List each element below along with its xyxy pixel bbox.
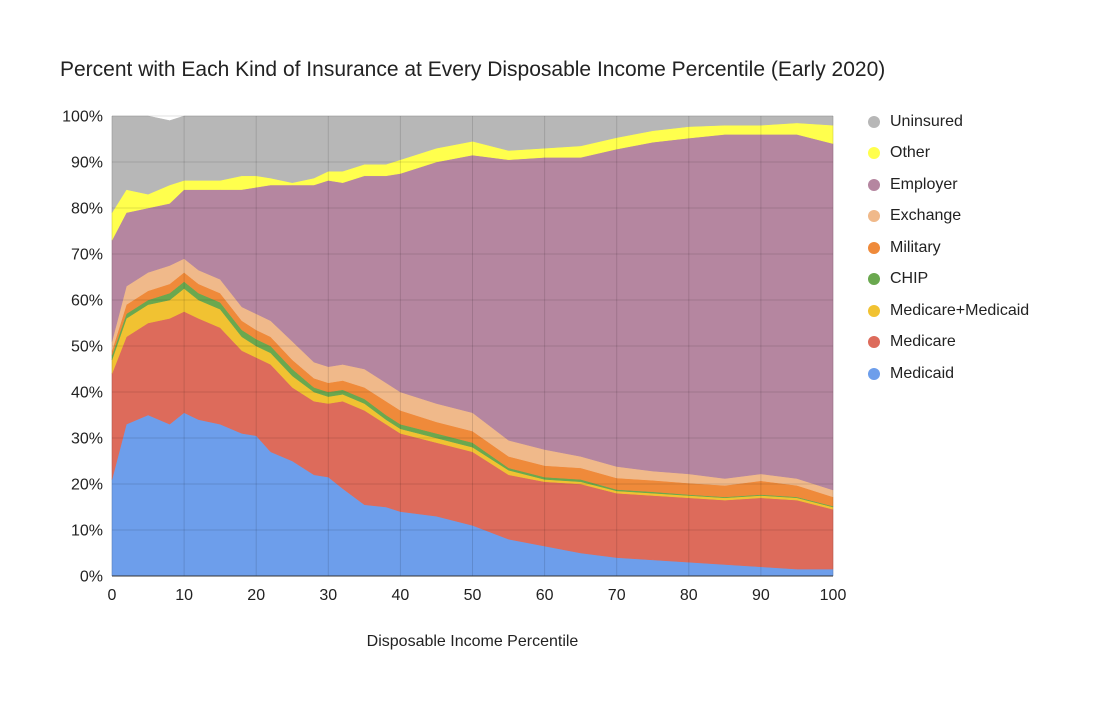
y-axis-ticks: 0% 10% 20% 30% 40% 50% 60% 70% 80% 90% 100%	[62, 109, 103, 586]
x-tick-label: 100	[820, 587, 847, 604]
legend-label: Medicaid	[890, 365, 954, 383]
legend-item-medicare: Medicare	[868, 327, 1029, 359]
y-tick-label: 70%	[71, 247, 103, 264]
legend-item-chip: CHIP	[868, 264, 1029, 296]
legend-swatch	[868, 368, 880, 380]
legend-item-medicaid: Medicaid	[868, 358, 1029, 390]
y-tick-label: 100%	[62, 109, 103, 126]
y-tick-label: 80%	[71, 201, 103, 218]
legend-label: Medicare	[890, 333, 956, 351]
y-tick-label: 90%	[71, 155, 103, 172]
legend: Uninsured Other Employer Exchange Military CH…	[868, 106, 1029, 390]
legend-swatch	[868, 116, 880, 128]
x-tick-label: 30	[319, 587, 337, 604]
legend-label: Exchange	[890, 207, 961, 225]
x-tick-label: 90	[752, 587, 770, 604]
legend-label: Employer	[890, 176, 958, 194]
x-tick-label: 80	[680, 587, 698, 604]
x-tick-label: 70	[608, 587, 626, 604]
legend-label: Other	[890, 144, 930, 162]
y-tick-label: 0%	[80, 569, 103, 586]
y-tick-label: 50%	[71, 339, 103, 356]
y-tick-label: 20%	[71, 477, 103, 494]
x-tick-label: 10	[175, 587, 193, 604]
legend-item-uninsured: Uninsured	[868, 106, 1029, 138]
x-tick-label: 0	[108, 587, 117, 604]
legend-item-exchange: Exchange	[868, 201, 1029, 233]
legend-swatch	[868, 147, 880, 159]
x-tick-label: 40	[392, 587, 410, 604]
x-axis-ticks: 0 10 20 30 40 50 60 70 80 90 100	[108, 587, 847, 604]
x-tick-label: 20	[247, 587, 265, 604]
x-tick-label: 50	[464, 587, 482, 604]
legend-swatch	[868, 210, 880, 222]
legend-item-employer: Employer	[868, 169, 1029, 201]
legend-label: Uninsured	[890, 113, 963, 131]
legend-swatch	[868, 305, 880, 317]
y-tick-label: 60%	[71, 293, 103, 310]
legend-item-military: Military	[868, 232, 1029, 264]
y-tick-label: 30%	[71, 431, 103, 448]
y-tick-label: 40%	[71, 385, 103, 402]
x-axis-label: Disposable Income Percentile	[112, 633, 833, 651]
legend-swatch	[868, 179, 880, 191]
x-tick-label: 60	[536, 587, 554, 604]
y-tick-label: 10%	[71, 523, 103, 540]
legend-swatch	[868, 336, 880, 348]
legend-label: Medicare+Medicaid	[890, 302, 1029, 320]
legend-swatch	[868, 273, 880, 285]
legend-swatch	[868, 242, 880, 254]
legend-item-other: Other	[868, 138, 1029, 170]
legend-label: Military	[890, 239, 941, 257]
legend-label: CHIP	[890, 270, 928, 288]
legend-item-medicare-medicaid: Medicare+Medicaid	[868, 295, 1029, 327]
